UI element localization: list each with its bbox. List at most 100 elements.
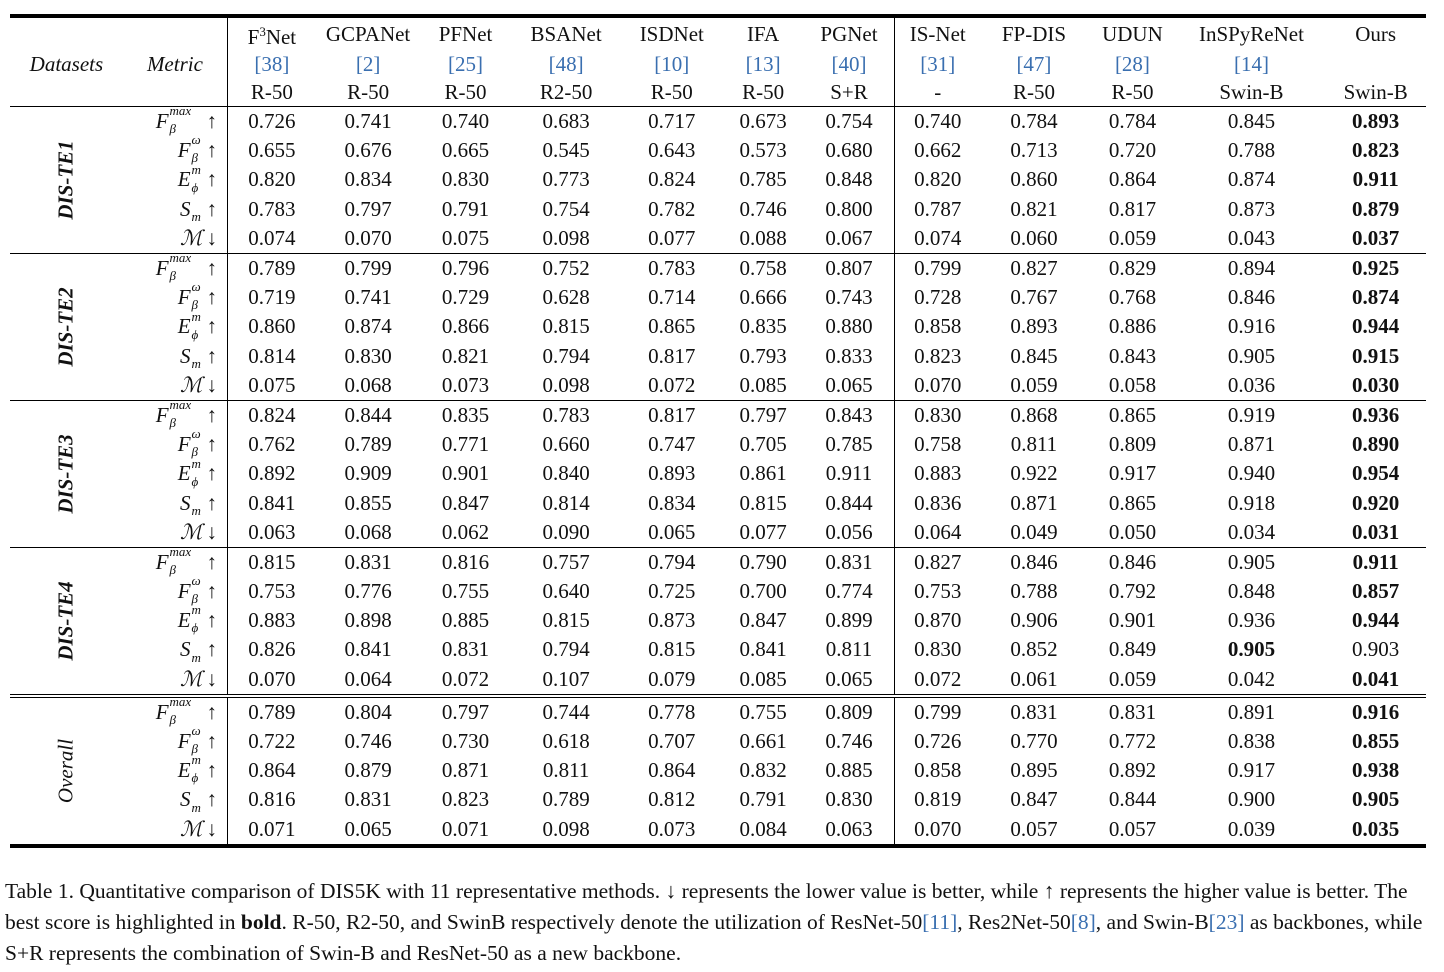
score-cell: 0.705 bbox=[739, 432, 787, 457]
score-cell: 0.944 bbox=[1352, 314, 1400, 339]
score-cell: 0.714 bbox=[648, 285, 696, 310]
score-cell: 0.049 bbox=[1010, 519, 1058, 544]
score-cell: 0.064 bbox=[914, 519, 962, 544]
score-cell: 0.816 bbox=[420, 546, 511, 577]
score-cell: 0.807 bbox=[804, 252, 895, 284]
table-row: ℳ ↓ 0.074 0.070 0.075 0.098 0.077 0.088 0.067 0.0… bbox=[10, 223, 1426, 254]
score-cell: 0.809 bbox=[804, 693, 895, 727]
score-cell: 0.821 bbox=[1010, 196, 1058, 221]
score-cell: 0.752 bbox=[510, 252, 622, 284]
score-cell: 0.743 bbox=[804, 283, 895, 313]
score-cell: 0.824 bbox=[227, 399, 316, 431]
score-cell: 0.879 bbox=[344, 758, 392, 783]
score-cell: 0.841 bbox=[344, 637, 392, 662]
metric-subscript: β bbox=[191, 150, 198, 166]
metric-symbol: F bbox=[155, 109, 169, 134]
metric-symbol: E bbox=[177, 461, 191, 486]
score-cell: 0.815 bbox=[648, 637, 696, 662]
method-ref-link[interactable]: [28] bbox=[1114, 52, 1150, 77]
score-cell: 0.726 bbox=[227, 106, 316, 137]
score-cell: 0.729 bbox=[441, 285, 490, 310]
method-ref-link[interactable]: [47] bbox=[1016, 52, 1052, 77]
metric-symbol: F bbox=[177, 432, 191, 457]
method-ref-link[interactable]: [38] bbox=[254, 52, 290, 77]
method-ref-link[interactable]: [13] bbox=[745, 52, 781, 77]
score-cell: 0.755 bbox=[722, 693, 805, 727]
metric-superscript: ω bbox=[191, 426, 201, 442]
metric-subscript: β bbox=[169, 562, 176, 578]
score-cell: 0.741 bbox=[344, 285, 392, 310]
method-ref-link[interactable]: [31] bbox=[920, 52, 956, 77]
header-row-backbones: R-50 R-50 R-50 R2-50 R-50 R-50 S+R - R-50 R-50 Swi… bbox=[10, 78, 1426, 107]
method-name-header: PGNet bbox=[804, 16, 895, 51]
arrow-up-icon: ↑ bbox=[206, 758, 218, 783]
arrow-up-icon: ↑ bbox=[206, 549, 218, 574]
caption-ref-link[interactable]: [11] bbox=[922, 910, 958, 934]
method-ref-link[interactable]: [40] bbox=[804, 51, 895, 79]
score-cell: 0.043 bbox=[1227, 225, 1276, 250]
score-cell: 0.883 bbox=[914, 461, 962, 486]
method-backbone-header: R-50 bbox=[444, 79, 487, 104]
score-cell: 0.840 bbox=[542, 461, 590, 486]
method-backbone-header: S+R bbox=[804, 78, 895, 107]
caption-ref-link[interactable]: [23] bbox=[1208, 910, 1245, 934]
score-cell: 0.835 bbox=[739, 314, 787, 339]
score-cell: 0.782 bbox=[648, 196, 696, 221]
score-cell: 0.720 bbox=[1108, 138, 1157, 163]
arrow-up-icon: ↑ bbox=[206, 490, 218, 515]
score-cell: 0.847 bbox=[441, 490, 490, 515]
score-cell: 0.830 bbox=[344, 343, 392, 368]
score-cell: 0.754 bbox=[542, 196, 590, 221]
metric-subscript: β bbox=[169, 121, 176, 137]
score-cell: 0.794 bbox=[542, 343, 590, 368]
method-name-header: BSANet bbox=[530, 22, 602, 46]
metric-subscript: m bbox=[191, 208, 201, 224]
metric-label: ℳ ↓ bbox=[122, 664, 229, 696]
score-cell: 0.789 bbox=[542, 787, 590, 812]
dataset-label: DIS-TE1 bbox=[10, 106, 123, 254]
method-ref-link[interactable]: [2] bbox=[355, 52, 381, 77]
score-cell: 0.855 bbox=[344, 490, 392, 515]
caption-ref-link[interactable]: [8] bbox=[1070, 910, 1096, 934]
score-cell: 0.858 bbox=[914, 758, 962, 783]
score-cell: 0.836 bbox=[914, 490, 962, 515]
method-ref-link[interactable]: [14] bbox=[1233, 52, 1269, 77]
score-cell: 0.843 bbox=[1108, 343, 1157, 368]
score-cell: 0.906 bbox=[1010, 608, 1058, 633]
score-cell: 0.059 bbox=[1108, 666, 1157, 691]
metric-label: ℳ ↓ bbox=[122, 223, 229, 254]
arrow-up-icon: ↑ bbox=[206, 196, 218, 221]
score-cell: 0.909 bbox=[344, 461, 392, 486]
score-cell: 0.762 bbox=[248, 432, 296, 457]
method-ref-link[interactable]: [10] bbox=[654, 52, 690, 77]
metric-label: ℳ ↓ bbox=[122, 370, 229, 401]
metric-symbol: S bbox=[180, 490, 191, 515]
score-cell: 0.084 bbox=[739, 816, 787, 841]
score-cell: 0.041 bbox=[1352, 666, 1400, 691]
score-cell: 0.885 bbox=[441, 608, 490, 633]
score-cell: 0.755 bbox=[441, 579, 490, 604]
method-ref-link[interactable]: [48] bbox=[548, 52, 584, 77]
score-cell: 0.713 bbox=[1010, 138, 1058, 163]
score-cell: 0.770 bbox=[1010, 729, 1058, 754]
score-cell: 0.834 bbox=[648, 490, 696, 515]
score-cell: 0.741 bbox=[315, 106, 421, 137]
score-cell: 0.059 bbox=[1108, 225, 1157, 250]
score-cell: 0.815 bbox=[542, 608, 590, 633]
score-cell: 0.855 bbox=[1352, 729, 1400, 754]
score-cell: 0.030 bbox=[1352, 372, 1400, 397]
dataset-label-text: DIS-TE2 bbox=[53, 287, 78, 367]
method-name-header: FP-DIS bbox=[1001, 22, 1067, 46]
header-row-refs: Datasets Metric [38] [2] [25] [48] [10] [13] [40… bbox=[10, 51, 1426, 79]
method-ref-link[interactable]: [25] bbox=[448, 52, 484, 77]
score-cell: 0.056 bbox=[804, 517, 895, 548]
score-cell: 0.744 bbox=[510, 693, 622, 727]
score-cell: 0.846 bbox=[980, 546, 1088, 577]
score-cell: 0.811 bbox=[1010, 432, 1058, 457]
